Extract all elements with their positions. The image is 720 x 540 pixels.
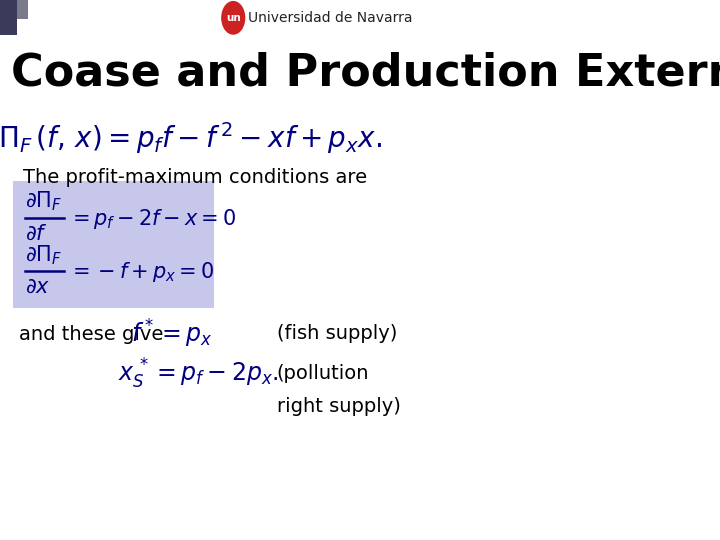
Text: right supply): right supply) [277,396,401,416]
Bar [1,0,8,35]
Bar [4,0,9,35]
Bar [4,0,10,35]
Bar [3,0,9,35]
Bar [2,0,9,35]
Bar [0,0,6,35]
Bar [2,0,9,35]
Bar [17,0,29,19]
Bar [0,0,6,35]
Text: The profit-maximum conditions are: The profit-maximum conditions are [23,167,367,187]
Text: $= -f + p_x = 0$: $= -f + p_x = 0$ [68,260,215,284]
Bar [1,0,7,35]
Text: Coase and Production Externalities: Coase and Production Externalities [12,51,720,94]
Text: $x_S^{\,*} = p_f - 2p_x.$: $x_S^{\,*} = p_f - 2p_x.$ [117,356,279,391]
Bar [4,0,11,35]
Bar [4,0,11,35]
Bar [2,0,8,35]
Bar [4,0,11,35]
Bar [1,0,8,35]
Bar [4,0,10,35]
Bar [4,0,11,35]
Circle shape [222,2,245,34]
Bar [2,0,9,35]
Bar [6,0,12,35]
Bar [6,0,12,35]
Text: (fish supply): (fish supply) [277,324,397,343]
Bar [1,0,8,35]
Bar [5,0,12,35]
Bar [1,0,8,35]
Bar [6,0,12,35]
Bar [5,0,12,35]
FancyBboxPatch shape [13,181,215,308]
Bar [0,0,17,35]
Bar [4,0,10,35]
Bar [4,0,10,35]
Bar [5,0,11,35]
Bar [1,0,7,35]
Bar [1,0,7,35]
Text: Universidad de Navarra: Universidad de Navarra [248,11,412,25]
Text: $\partial\Pi_F$: $\partial\Pi_F$ [24,243,62,267]
Bar [4,0,9,35]
Text: $f^* = p_x$: $f^* = p_x$ [131,318,212,350]
Text: $\partial f$: $\partial f$ [24,224,48,244]
Bar [4,0,11,35]
Bar [6,0,12,35]
Bar [4,0,10,35]
Bar [0,0,6,35]
Bar [6,0,12,35]
Bar [4,0,10,35]
Bar [1,0,8,35]
Bar [1,0,7,35]
Bar [6,0,12,35]
Bar [1,0,7,35]
Bar [3,0,9,35]
Text: (pollution: (pollution [277,364,369,383]
Bar [6,0,12,35]
Text: and these give: and these give [19,325,163,345]
Bar [0,0,6,35]
Text: $\partial\Pi_F$: $\partial\Pi_F$ [24,190,62,213]
Text: $\partial x$: $\partial x$ [24,276,50,297]
Text: $\Pi_F\,(f,\,x) = p_f f - f^{\,2} - xf + p_x x.$: $\Pi_F\,(f,\,x) = p_f f - f^{\,2} - xf +… [0,120,382,156]
Text: $= p_f - 2f - x = 0$: $= p_f - 2f - x = 0$ [68,207,237,231]
Bar [3,0,9,35]
Bar [5,0,12,35]
Bar [3,0,9,35]
Bar [4,0,10,35]
Bar [1,0,8,35]
Bar [3,0,9,35]
Bar [1,0,6,35]
Bar [5,0,12,35]
Bar [2,0,9,35]
Text: un: un [226,13,240,23]
Bar [2,0,9,35]
Bar [5,0,12,35]
Bar [1,0,7,35]
Bar [3,0,9,35]
Bar [5,0,12,35]
Bar [3,0,9,35]
Bar [6,0,12,35]
Bar [1,0,7,35]
